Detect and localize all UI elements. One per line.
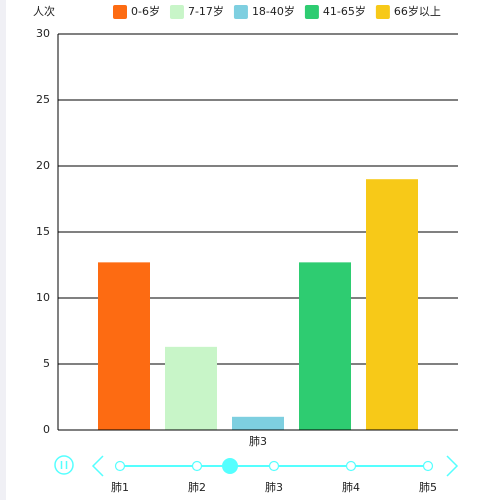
bar <box>165 346 217 430</box>
timeline-label[interactable]: 肺5 <box>419 481 437 494</box>
y-tick-label: 30 <box>36 27 50 40</box>
timeline-point[interactable] <box>345 460 357 472</box>
bar <box>299 262 351 430</box>
legend-swatch[interactable] <box>304 5 319 19</box>
legend-swatch[interactable] <box>375 5 390 19</box>
bar <box>366 179 418 430</box>
legend-label[interactable]: 41-65岁 <box>323 4 366 18</box>
timeline-label[interactable]: 肺3 <box>265 481 283 494</box>
y-tick-label: 20 <box>36 159 50 172</box>
bar <box>98 262 150 430</box>
next-button[interactable] <box>446 455 459 477</box>
timeline-label[interactable]: 肺4 <box>342 481 360 494</box>
y-tick-label: 0 <box>43 423 50 436</box>
legend-label[interactable]: 66岁以上 <box>394 4 441 18</box>
timeline-label[interactable]: 肺1 <box>111 481 129 494</box>
y-tick-label: 10 <box>36 291 50 304</box>
legend-label[interactable]: 18-40岁 <box>252 4 295 18</box>
y-tick-label: 25 <box>36 93 50 106</box>
timeline-current[interactable] <box>222 458 238 474</box>
timeline-point[interactable] <box>114 460 126 472</box>
timeline-point[interactable] <box>422 460 434 472</box>
legend-swatch[interactable] <box>233 5 248 19</box>
y-axis-label: 人次 <box>33 4 55 18</box>
y-tick-label: 15 <box>36 225 50 238</box>
legend-label[interactable]: 7-17岁 <box>188 4 224 18</box>
timeline-label[interactable]: 肺2 <box>188 481 206 494</box>
legend-swatch[interactable] <box>113 5 127 19</box>
legend-label[interactable]: 0-6岁 <box>131 4 160 18</box>
prev-button[interactable] <box>91 455 104 477</box>
bar <box>232 416 284 430</box>
play-button[interactable] <box>54 455 74 475</box>
side-strip <box>0 0 6 500</box>
timeline-point[interactable] <box>191 460 203 472</box>
legend-swatch[interactable] <box>169 5 184 19</box>
x-tick-label: 肺3 <box>249 435 267 448</box>
y-tick-label: 5 <box>43 357 50 370</box>
timeline-point[interactable] <box>268 460 280 472</box>
